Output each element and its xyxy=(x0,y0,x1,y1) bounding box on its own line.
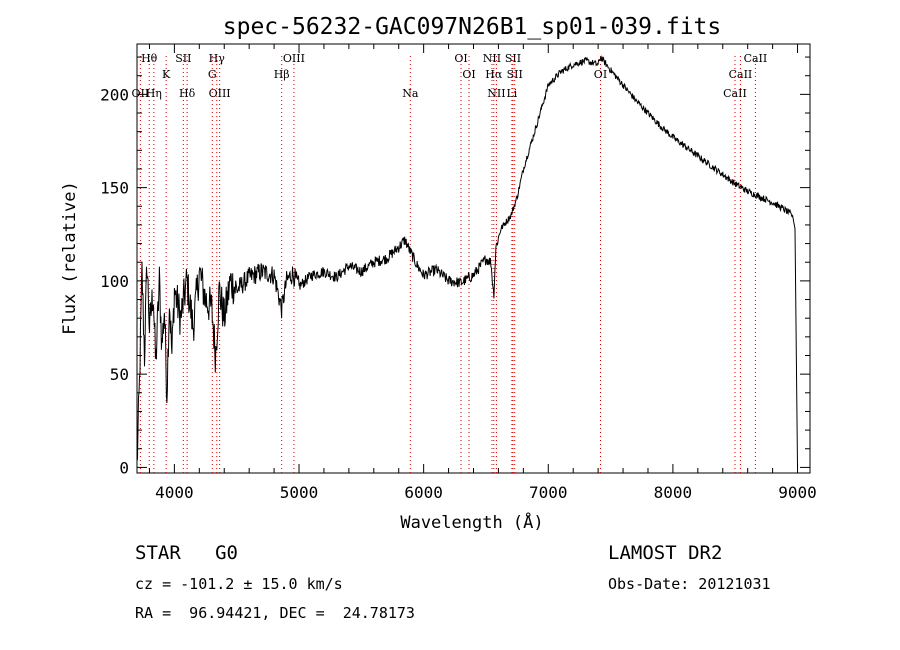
spectral-line-label: Hα xyxy=(485,68,503,81)
y-axis: 0 50 100 150 200 xyxy=(100,56,810,477)
spectral-line-markers xyxy=(139,56,756,473)
spectral-line-label: OIII xyxy=(209,87,231,100)
y-tick-label: 100 xyxy=(100,272,129,291)
x-tick-label: 9000 xyxy=(778,483,817,502)
spectral-line-label: Li xyxy=(506,87,517,100)
spectral-line-label: SII xyxy=(175,52,191,65)
chart-title: spec-56232-GAC097N26B1_sp01-039.fits xyxy=(223,14,722,40)
spectral-line-label: CaII xyxy=(723,87,747,100)
y-axis-label: Flux (relative) xyxy=(60,181,80,335)
x-axis: 4000 5000 6000 7000 8000 9000 xyxy=(148,44,817,502)
y-tick-label: 150 xyxy=(100,179,129,198)
spectral-line-label: NII xyxy=(483,52,501,65)
y-tick-label: 200 xyxy=(100,85,129,104)
x-tick-label: 6000 xyxy=(404,483,443,502)
survey-label: LAMOST DR2 xyxy=(608,542,723,564)
spectral-line-label: OI xyxy=(454,52,467,65)
spectral-line-label: CaII xyxy=(729,68,753,81)
x-axis-label: Wavelength (Å) xyxy=(400,511,543,533)
spectral-line-label: Hγ xyxy=(209,52,226,65)
spectral-line-label: CaII xyxy=(744,52,768,65)
spectral-line-label: G xyxy=(208,68,217,81)
obs-date-text: Obs-Date: 20121031 xyxy=(608,575,771,593)
y-tick-label: 0 xyxy=(119,458,129,477)
spectral-line-label: NII xyxy=(487,87,505,100)
spectral-line-label: Hθ xyxy=(141,52,158,65)
coordinates-text: RA = 96.94421, DEC = 24.78173 xyxy=(135,604,415,622)
spectral-line-label: OI xyxy=(462,68,475,81)
spectral-line-label: Hη xyxy=(146,87,162,100)
spectral-line-label: OIII xyxy=(283,52,305,65)
y-tick-label: 50 xyxy=(110,365,129,384)
spectral-line-label: Hβ xyxy=(274,68,290,81)
spectral-line-label: OII xyxy=(132,87,150,100)
spectral-line-label: SII xyxy=(505,52,521,65)
object-class: STAR G0 xyxy=(135,542,238,564)
spectral-line-label: Hδ xyxy=(179,87,196,100)
plot-frame xyxy=(136,43,811,474)
spectral-line-label: OI xyxy=(594,68,607,81)
x-tick-label: 4000 xyxy=(155,483,194,502)
redshift-text: cz = -101.2 ± 15.0 km/s xyxy=(135,575,343,593)
spectral-line-label: Na xyxy=(402,87,419,100)
spectral-line-label: K xyxy=(162,68,171,81)
spectrum-line xyxy=(136,55,798,468)
x-tick-label: 8000 xyxy=(654,483,693,502)
spectral-line-label: SII xyxy=(507,68,523,81)
x-tick-label: 5000 xyxy=(280,483,319,502)
x-tick-label: 7000 xyxy=(529,483,568,502)
